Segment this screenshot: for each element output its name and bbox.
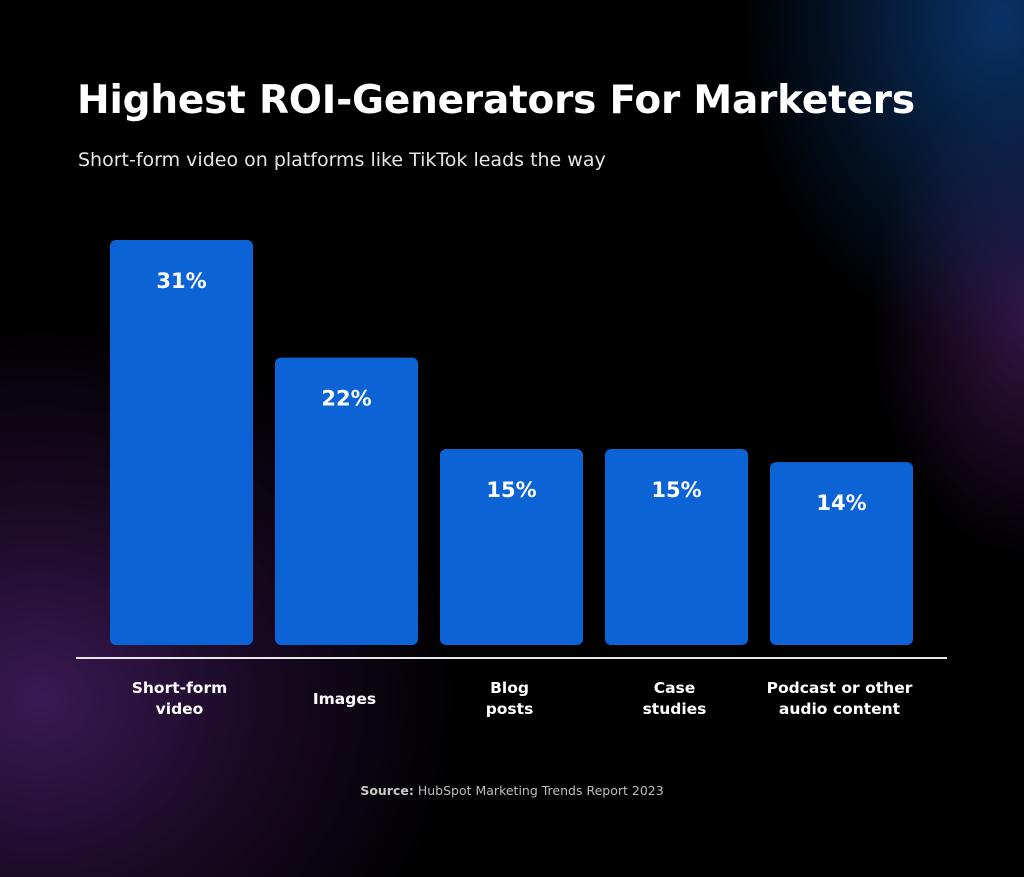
bar-value-label: 15% xyxy=(651,478,701,502)
bar xyxy=(770,462,913,645)
category-label-line: Case xyxy=(654,679,696,697)
category-label-line: video xyxy=(156,700,204,718)
bar xyxy=(605,449,748,645)
category-label-line: studies xyxy=(643,700,707,718)
category-label-line: Blog xyxy=(490,679,529,697)
category-label-line: Podcast or other xyxy=(767,679,913,697)
category-label-line: posts xyxy=(486,700,534,718)
bar xyxy=(440,449,583,645)
category-label-line: Short-form xyxy=(132,679,228,697)
source-label: Source: xyxy=(360,783,414,798)
category-label: Blog posts xyxy=(486,679,534,718)
chart-subtitle: Short-form video on platforms like TikTo… xyxy=(78,149,606,171)
category-labels-group: Short-form video Images Blog posts Case studie… xyxy=(132,679,913,718)
category-label-line: Images xyxy=(313,690,376,708)
category-label: Case studies xyxy=(643,679,707,718)
source-text: HubSpot Marketing Trends Report 2023 xyxy=(417,783,664,798)
category-label: Images xyxy=(313,690,376,708)
category-label: Podcast or other audio content xyxy=(767,679,913,718)
source-note: Source: HubSpot Marketing Trends Report … xyxy=(0,783,1024,798)
category-label-line: audio content xyxy=(779,700,901,718)
bars-group: 31% 22% 15% 15% 14% xyxy=(110,240,913,645)
bar xyxy=(110,240,253,645)
bar-value-label: 14% xyxy=(816,491,866,515)
bar xyxy=(275,357,418,645)
category-label: Short-form video xyxy=(132,679,228,718)
bar-value-label: 22% xyxy=(321,387,371,411)
chart-title: Highest ROI-Generators For Marketers xyxy=(77,78,915,123)
bar-value-label: 31% xyxy=(156,269,206,293)
bar-value-label: 15% xyxy=(486,478,536,502)
